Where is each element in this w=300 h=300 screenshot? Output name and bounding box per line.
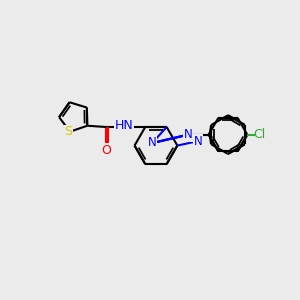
Text: S: S xyxy=(64,125,73,138)
Text: HN: HN xyxy=(115,119,134,132)
Text: O: O xyxy=(101,144,111,157)
Text: N: N xyxy=(194,135,203,148)
Text: N: N xyxy=(184,128,193,141)
Text: N: N xyxy=(148,136,157,149)
Text: Cl: Cl xyxy=(253,128,265,141)
